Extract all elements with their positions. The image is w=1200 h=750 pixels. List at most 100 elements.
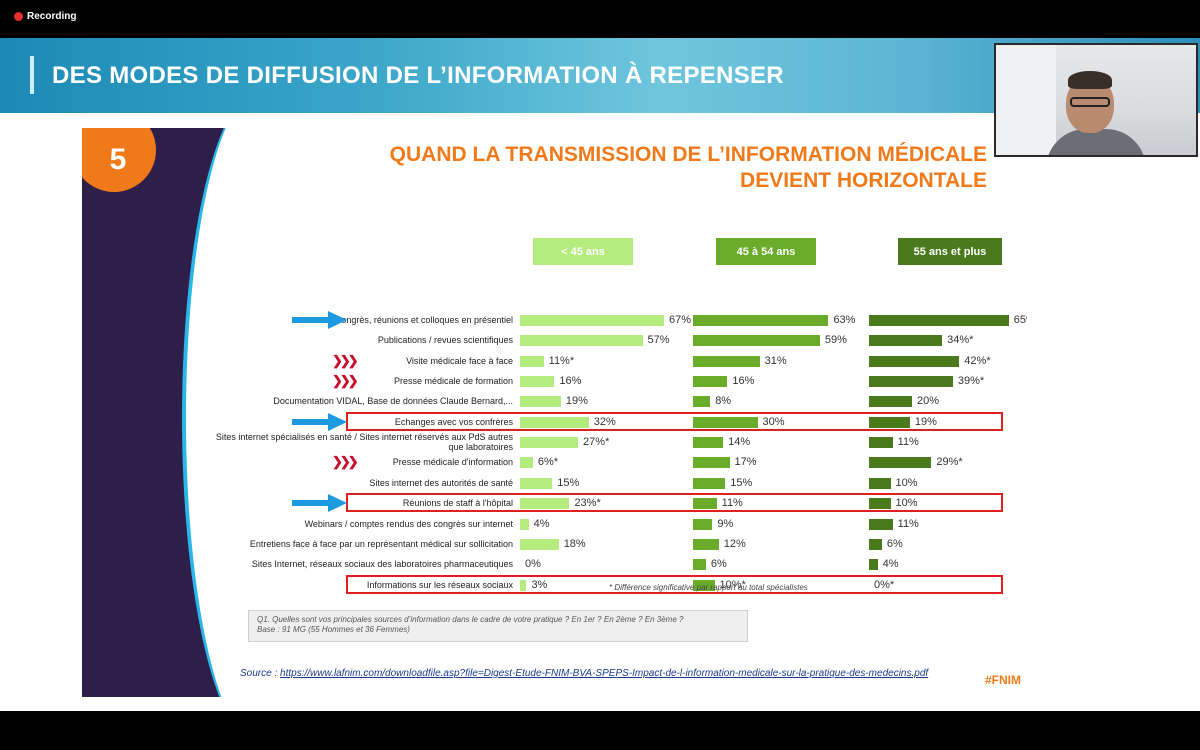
data-bar xyxy=(520,335,643,347)
data-bar xyxy=(693,457,730,469)
data-bar xyxy=(520,315,665,326)
data-label: 20% xyxy=(917,395,940,408)
data-label: 11%* xyxy=(548,354,575,367)
webcam-background xyxy=(996,45,1056,155)
record-dot-icon xyxy=(14,12,23,21)
source-line: Source : https://www.lafnim.com/download… xyxy=(240,668,928,679)
category-label: Visite médicale face à face xyxy=(406,355,513,366)
data-bar xyxy=(520,579,527,591)
slide-title-line2: DEVIENT HORIZONTALE xyxy=(740,169,987,192)
data-bar xyxy=(869,355,960,367)
data-bar xyxy=(520,437,579,449)
data-bar xyxy=(693,396,711,408)
data-label: 10%* xyxy=(719,578,746,591)
recording-indicator: Recording xyxy=(14,11,76,22)
category-label: Documentation VIDAL, Base de données Cla… xyxy=(273,396,513,407)
data-bar xyxy=(520,498,570,510)
banner-accent xyxy=(30,56,34,94)
data-bar xyxy=(869,477,891,489)
data-label: 15% xyxy=(730,476,753,489)
data-bar xyxy=(693,477,726,489)
category-label: Informations sur les réseaux sociaux xyxy=(366,579,513,590)
data-label: 0% xyxy=(525,558,541,571)
data-bar xyxy=(693,376,728,388)
data-label: 65% xyxy=(1013,314,1027,326)
data-label: 4% xyxy=(533,517,550,530)
data-label: 10% xyxy=(895,476,918,489)
data-bar xyxy=(693,518,713,530)
data-bar xyxy=(520,538,559,550)
slide: 5 QUAND LA TRANSMISSION DE L’INFORMATION… xyxy=(82,128,1027,697)
data-bar xyxy=(520,376,555,388)
data-bar xyxy=(693,538,719,550)
data-label: 19% xyxy=(565,395,588,408)
category-label: Presse médicale d'information xyxy=(392,457,513,468)
chevrons-icon: ❯❯❯ xyxy=(332,352,359,368)
data-label: 30% xyxy=(762,415,785,428)
data-label: 27%* xyxy=(583,436,610,449)
data-label: 32% xyxy=(593,415,616,428)
data-bar xyxy=(693,335,820,347)
data-label: 67% xyxy=(669,314,692,326)
category-label: Réunions de staff à l'hôpital xyxy=(402,498,513,509)
data-label: 8% xyxy=(715,395,732,408)
data-label: 0%* xyxy=(874,578,895,591)
data-label: 34%* xyxy=(947,334,974,347)
data-label: 59% xyxy=(824,334,847,347)
highlight-box xyxy=(346,574,1003,594)
data-bar xyxy=(869,376,953,388)
data-bar xyxy=(869,437,893,449)
chevrons-icon: ❯❯❯ xyxy=(332,454,359,470)
data-bar xyxy=(869,518,893,530)
category-label: Presse médicale de formation xyxy=(393,376,513,387)
arrow-right-icon xyxy=(292,494,347,513)
data-label: 11% xyxy=(721,497,743,510)
data-bar xyxy=(693,437,724,449)
data-label: 10% xyxy=(895,497,918,510)
question-box: Q1. Quelles sont vos principales sources… xyxy=(248,610,748,642)
category-label: Congrès, réunions et colloques en présen… xyxy=(334,315,513,325)
data-bar xyxy=(869,538,882,550)
data-bar xyxy=(869,315,1009,326)
highlight-box xyxy=(346,493,1003,513)
data-bar xyxy=(869,559,878,571)
data-label: 6%* xyxy=(537,456,559,469)
highlight-box xyxy=(346,411,1003,431)
data-label: 16% xyxy=(559,375,582,388)
data-bar xyxy=(693,579,715,591)
source-prefix: Source : xyxy=(240,668,281,679)
data-bar xyxy=(869,457,932,469)
data-label: 11% xyxy=(897,517,919,530)
data-bar xyxy=(693,355,760,367)
data-label: 17% xyxy=(734,456,757,469)
data-bar xyxy=(520,396,561,408)
arrow-right-icon xyxy=(292,311,347,329)
category-label: Webinars / comptes rendus des congrès su… xyxy=(304,518,513,529)
category-label: Entretiens face à face par un représenta… xyxy=(249,538,513,549)
source-link[interactable]: https://www.lafnim.com/downloadfile.asp?… xyxy=(280,668,929,679)
chevrons-icon: ❯❯❯ xyxy=(332,373,359,389)
data-bar xyxy=(520,477,553,489)
webcam-person-hair xyxy=(1068,71,1112,89)
data-bar xyxy=(869,396,912,408)
data-bar xyxy=(869,335,943,347)
data-bar xyxy=(693,315,829,326)
data-label: 31% xyxy=(764,354,787,367)
data-label: 11% xyxy=(897,436,919,449)
slide-title: QUAND LA TRANSMISSION DE L’INFORMATION M… xyxy=(390,142,987,194)
recording-label: Recording xyxy=(27,11,77,22)
data-label: 4% xyxy=(882,558,899,571)
category-label: Sites internet des autorités de santé xyxy=(369,477,513,488)
data-label: 29%* xyxy=(936,456,963,469)
data-label: 42%* xyxy=(964,354,991,367)
data-label: 16% xyxy=(732,375,755,388)
category-label: Sites internet spécialisés en santé / Si… xyxy=(215,432,513,453)
data-label: 63% xyxy=(833,314,856,326)
slide-title-line1: QUAND LA TRANSMISSION DE L’INFORMATION M… xyxy=(389,143,987,166)
data-bar xyxy=(520,518,529,530)
slide-curve xyxy=(182,128,342,697)
data-bar xyxy=(520,416,589,428)
data-bar xyxy=(693,416,758,428)
webcam-person-body xyxy=(1046,129,1146,155)
data-bar xyxy=(520,457,533,469)
